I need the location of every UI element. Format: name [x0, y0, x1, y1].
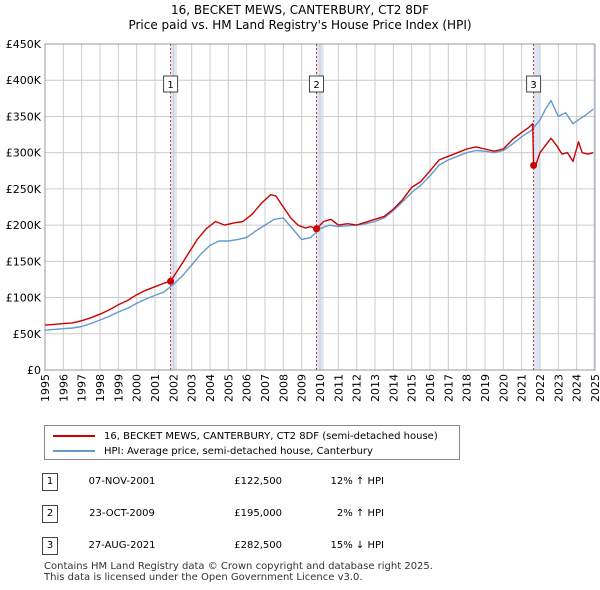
sale-marker-label: 2 [313, 80, 319, 91]
x-tick-label: 2017 [442, 374, 455, 402]
legend-item-hpi: HPI: Average price, semi-detached house,… [53, 444, 373, 458]
y-tick-label: £450K [6, 38, 42, 51]
x-tick-label: 1995 [39, 374, 52, 402]
x-tick-label: 2014 [387, 374, 400, 402]
sale-number-badge: 3 [42, 537, 58, 555]
sale-date: 07-NOV-2001 [88, 476, 156, 487]
legend-label-price: 16, BECKET MEWS, CANTERBURY, CT2 8DF (se… [104, 430, 438, 442]
x-tick-label: 2010 [314, 374, 327, 402]
sale-point [313, 225, 321, 233]
sale-hpi-comparison: 15% ↓ HPI [330, 540, 384, 551]
sale-date: 27-AUG-2021 [88, 540, 156, 551]
sale-point [530, 161, 538, 169]
x-tick-label: 2015 [406, 374, 419, 402]
sale-row: 2 23-OCT-2009 £195,000 2% ↑ HPI [42, 505, 442, 523]
sale-marker-label: 1 [167, 80, 173, 91]
price-chart: £0 £50K £100K £150K £200K £250K £300K £350K £400… [6, 38, 600, 402]
y-tick-label: £200K [6, 219, 42, 232]
shaded-period [593, 44, 595, 370]
x-tick-label: 2016 [424, 374, 437, 402]
x-tick-label: 2000 [131, 374, 144, 402]
x-tick-label: 2003 [186, 374, 199, 402]
x-tick-label: 1999 [112, 374, 125, 402]
x-tick-label: 2005 [222, 374, 235, 402]
x-tick-label: 1996 [57, 374, 70, 402]
x-tick-label: 2006 [241, 374, 254, 402]
x-tick-label: 2024 [571, 374, 584, 402]
y-tick-label: £100K [6, 292, 42, 305]
x-tick-label: 2021 [516, 374, 529, 402]
sale-marker-badge [309, 75, 325, 93]
x-tick-label: 2019 [479, 374, 492, 402]
sale-marker-badge [526, 75, 542, 93]
footer-line2: This data is licensed under the Open Gov… [44, 572, 363, 583]
x-tick-label: 2007 [259, 374, 272, 402]
chart-title: 16, BECKET MEWS, CANTERBURY, CT2 8DF Pri… [0, 3, 600, 33]
x-tick-label: 2013 [369, 374, 382, 402]
x-tick-label: 2004 [204, 374, 217, 402]
sale-hpi-comparison: 12% ↑ HPI [330, 476, 384, 487]
x-tick-label: 2001 [149, 374, 162, 402]
sale-price: £282,500 [234, 540, 282, 551]
shaded-period [533, 44, 540, 370]
x-tick-label: 2002 [167, 374, 180, 402]
chart-title-line1: 16, BECKET MEWS, CANTERBURY, CT2 8DF [170, 3, 430, 17]
x-tick-label: 2025 [589, 374, 600, 402]
legend: 16, BECKET MEWS, CANTERBURY, CT2 8DF (se… [44, 425, 460, 460]
legend-label-hpi: HPI: Average price, semi-detached house,… [104, 445, 373, 457]
footer-line1: Contains HM Land Registry data © Crown c… [44, 561, 433, 572]
sale-price: £122,500 [234, 476, 282, 487]
sale-number-badge: 1 [42, 473, 58, 491]
chart-title-line2: Price paid vs. HM Land Registry's House … [128, 18, 472, 32]
sale-marker-label: 3 [530, 80, 536, 91]
sale-date: 23-OCT-2009 [89, 508, 155, 519]
legend-swatch-price [53, 435, 95, 437]
sale-row: 3 27-AUG-2021 £282,500 15% ↓ HPI [42, 537, 442, 555]
sale-hpi-comparison: 2% ↑ HPI [336, 508, 384, 519]
sale-marker-badge [163, 75, 179, 93]
y-tick-label: £0 [27, 364, 41, 377]
x-tick-label: 2008 [277, 374, 290, 402]
y-tick-label: £300K [6, 147, 42, 160]
x-tick-label: 1997 [76, 374, 89, 402]
x-tick-label: 2020 [497, 374, 510, 402]
x-tick-label: 2018 [461, 374, 474, 402]
footer: Contains HM Land Registry data © Crown c… [44, 561, 433, 583]
sale-price: £195,000 [234, 508, 282, 519]
y-tick-label: £400K [6, 74, 42, 87]
x-tick-label: 2012 [351, 374, 364, 402]
plot-frame [44, 43, 596, 371]
sale-row: 1 07-NOV-2001 £122,500 12% ↑ HPI [42, 473, 442, 491]
y-tick-label: £150K [6, 255, 42, 268]
x-tick-label: 2022 [534, 374, 547, 402]
x-tick-label: 2011 [332, 374, 345, 402]
y-tick-label: £50K [13, 328, 42, 341]
x-tick-label: 1998 [94, 374, 107, 402]
x-tick-label: 2023 [552, 374, 565, 402]
y-tick-label: £350K [6, 110, 42, 123]
legend-item-price: 16, BECKET MEWS, CANTERBURY, CT2 8DF (se… [53, 429, 438, 443]
x-tick-label: 2009 [296, 374, 309, 402]
sale-point [167, 277, 175, 285]
legend-swatch-hpi [53, 450, 95, 452]
hpi-line [44, 99, 594, 331]
y-tick-label: £250K [6, 183, 42, 196]
sale-number-badge: 2 [42, 505, 58, 523]
